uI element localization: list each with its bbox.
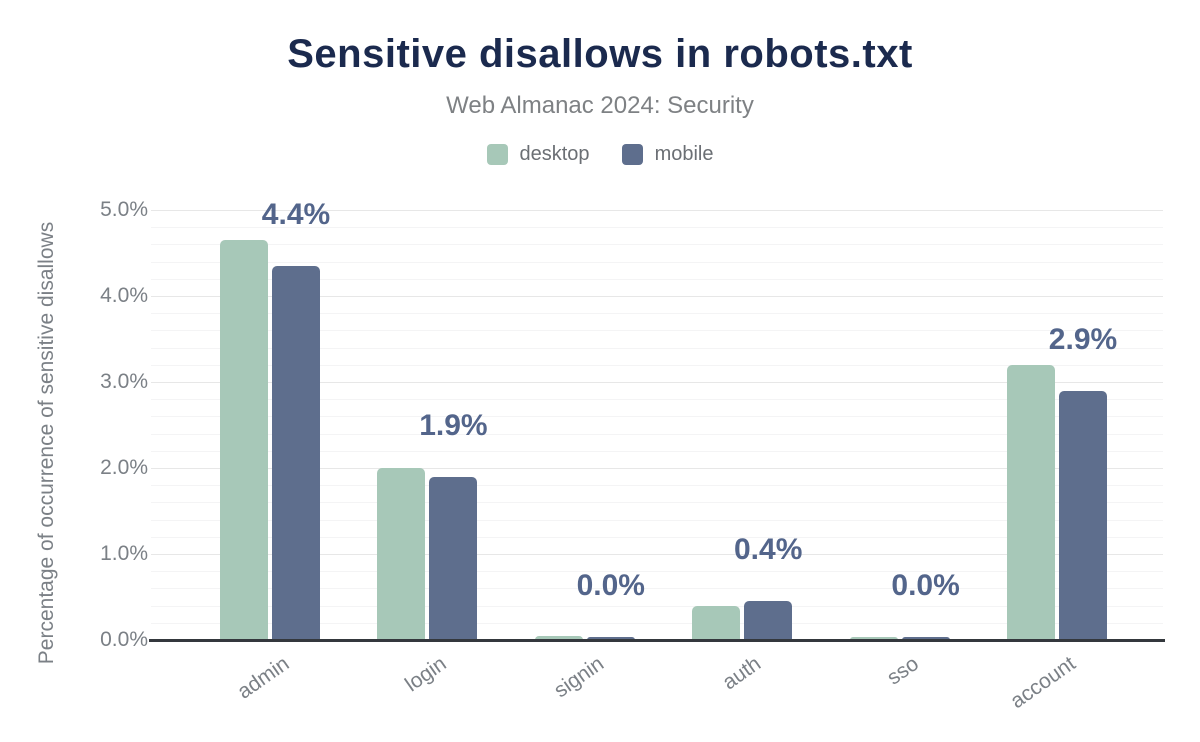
gridline-minor <box>151 244 1163 246</box>
chart-subtitle: Web Almanac 2024: Security <box>446 92 754 119</box>
gridline-major <box>151 468 1163 469</box>
gridline-minor <box>151 450 1163 452</box>
bar-mobile-admin[interactable] <box>272 265 320 640</box>
gridline-minor <box>151 519 1163 521</box>
gridline-minor <box>151 536 1163 538</box>
data-label-sso: 0.0% <box>891 569 960 603</box>
x-tick-label-login: login <box>401 652 451 697</box>
gridline-minor <box>151 416 1163 418</box>
legend-item-desktop[interactable]: desktop <box>486 143 590 166</box>
bar-desktop-account[interactable] <box>1007 364 1055 640</box>
y-tick-label: 1.0% <box>100 542 148 565</box>
bar-mobile-sso[interactable] <box>901 637 950 640</box>
legend: desktop mobile <box>0 143 1200 166</box>
gridline-minor <box>151 433 1163 435</box>
bar-desktop-admin[interactable] <box>220 240 268 640</box>
bar-mobile-signin[interactable] <box>586 637 635 640</box>
gridline-major <box>151 296 1163 297</box>
y-tick-label: 3.0% <box>100 370 148 393</box>
bar-desktop-signin[interactable] <box>534 635 583 640</box>
data-label-login: 1.9% <box>419 408 488 442</box>
gridline-major <box>151 210 1163 211</box>
bar-desktop-login[interactable] <box>377 468 426 640</box>
bar-desktop-auth[interactable] <box>692 605 741 640</box>
gridline-major <box>151 554 1163 555</box>
x-tick-label-sso: sso <box>882 652 923 690</box>
gridline-minor <box>151 622 1163 624</box>
gridline-minor <box>151 571 1163 573</box>
gridline-minor <box>151 261 1163 263</box>
bar-desktop-sso[interactable] <box>849 637 898 640</box>
y-tick-label: 4.0% <box>100 284 148 307</box>
legend-label-mobile: mobile <box>654 143 714 165</box>
bar-mobile-login[interactable] <box>429 476 478 640</box>
gridline-minor <box>151 502 1163 504</box>
legend-label-desktop: desktop <box>519 143 590 165</box>
data-label-account: 2.9% <box>1048 322 1118 356</box>
gridline-minor <box>151 347 1163 349</box>
x-axis-line <box>149 639 1165 642</box>
data-label-signin: 0.0% <box>576 569 645 603</box>
gridline-minor <box>151 330 1163 332</box>
x-tick-label-admin: admin <box>233 652 294 704</box>
gridline-minor <box>151 485 1163 487</box>
y-tick-label: 0.0% <box>100 628 148 651</box>
gridline-minor <box>151 588 1163 590</box>
gridline-minor <box>151 227 1163 229</box>
legend-swatch-desktop-icon <box>486 144 508 165</box>
data-label-auth: 0.4% <box>733 533 803 567</box>
x-tick-label-auth: auth <box>718 652 766 695</box>
gridline-minor <box>151 605 1163 607</box>
x-tick-label-account: account <box>1006 652 1081 714</box>
gridline-major <box>151 382 1163 383</box>
x-tick-label-signin: signin <box>549 652 609 703</box>
data-label-admin: 4.4% <box>261 197 331 231</box>
gridline-minor <box>151 399 1163 401</box>
plot-area <box>151 210 1163 640</box>
gridline-minor <box>151 364 1163 366</box>
legend-item-mobile[interactable]: mobile <box>621 143 714 166</box>
gridline-minor <box>151 313 1163 315</box>
y-tick-label: 5.0% <box>100 198 148 221</box>
chart-title: Sensitive disallows in robots.txt <box>287 32 913 76</box>
bar-mobile-auth[interactable] <box>744 601 793 640</box>
bar-mobile-account[interactable] <box>1059 390 1107 640</box>
y-tick-label: 2.0% <box>100 456 148 479</box>
legend-swatch-mobile-icon <box>621 144 643 165</box>
gridline-minor <box>151 278 1163 280</box>
